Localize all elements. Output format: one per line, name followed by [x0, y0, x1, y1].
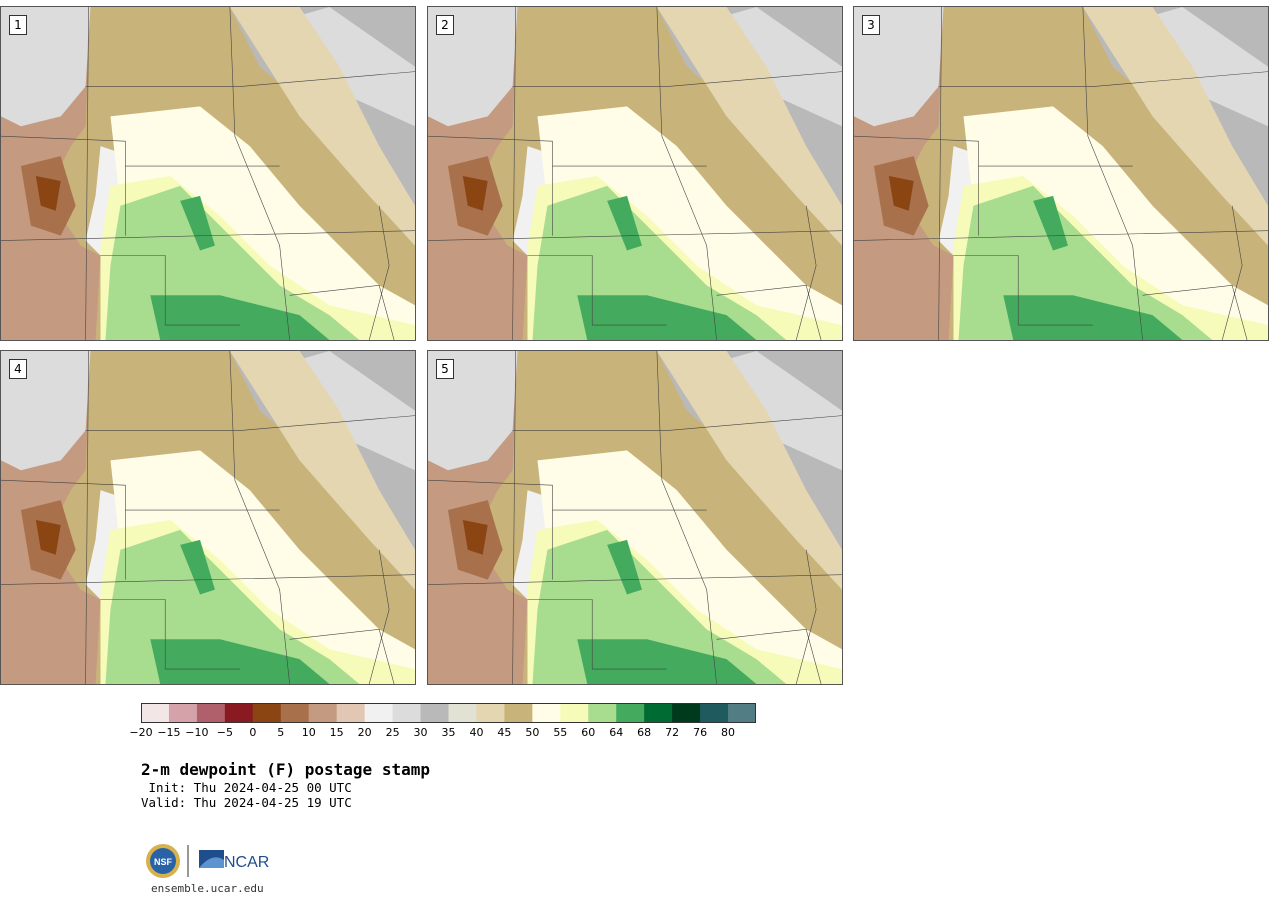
dewpoint-map [428, 351, 842, 684]
colorbar-bin [560, 703, 589, 723]
valid-time: Valid: Thu 2024-04-25 19 UTC [141, 795, 352, 810]
colorbar-tick-label: 68 [637, 726, 652, 739]
colorbar-tick-label: 60 [581, 726, 596, 739]
site-url: ensemble.ucar.edu [151, 882, 264, 895]
member-label: 5 [436, 359, 454, 379]
colorbar-tick-label: 10 [301, 726, 316, 739]
colorbar-bin [420, 703, 449, 723]
colorbar-bin [392, 703, 422, 723]
colorbar-bin [700, 703, 729, 723]
colorbar-outline [141, 703, 756, 723]
ncar-logo: NCAR [199, 850, 269, 871]
colorbar-bin [644, 703, 673, 723]
ncar-logo-text: NCAR [224, 854, 269, 871]
colorbar-tick-label: 35 [441, 726, 456, 739]
colorbar-bin [308, 703, 338, 723]
colorbar-bin [364, 703, 394, 723]
colorbar-tick-label: 40 [469, 726, 484, 739]
colorbar-tick-label: −15 [157, 726, 181, 739]
colorbar-bin [532, 703, 561, 723]
colorbar-bin [448, 703, 477, 723]
init-time: Init: Thu 2024-04-25 00 UTC [141, 780, 352, 795]
dewpoint-colorbar [141, 703, 756, 723]
member-label: 3 [862, 15, 880, 35]
dewpoint-map [428, 7, 842, 340]
colorbar-bin [141, 703, 170, 723]
colorbar-tick-label: 76 [693, 726, 708, 739]
colorbar-tick-label: 80 [721, 726, 736, 739]
colorbar-tick-label: 72 [665, 726, 680, 739]
colorbar-bin [672, 703, 701, 723]
colorbar-bin [728, 703, 756, 723]
ensemble-member-panel-4: 4 [0, 350, 416, 685]
colorbar-tick-label: 0 [249, 726, 257, 739]
title-block: 2-m dewpoint (F) postage stamp Init: Thu… [141, 760, 430, 810]
colorbar-bin [504, 703, 533, 723]
colorbar-tick-label: −10 [185, 726, 209, 739]
colorbar-tick-label: 30 [413, 726, 428, 739]
colorbar-tick-label: 20 [357, 726, 372, 739]
nsf-logo-text: NSF [154, 857, 173, 867]
ensemble-member-panel-5: 5 [427, 350, 843, 685]
colorbar-bin [476, 703, 505, 723]
nsf-logo: NSF [146, 844, 180, 878]
product-title: 2-m dewpoint (F) postage stamp [141, 760, 430, 779]
member-label: 4 [9, 359, 27, 379]
dewpoint-map [854, 7, 1268, 340]
colorbar-tick-label: −5 [216, 726, 233, 739]
colorbar-tick-label: 64 [609, 726, 624, 739]
colorbar-tick-label: −20 [129, 726, 153, 739]
colorbar-bin [252, 703, 282, 723]
ensemble-member-panel-1: 1 [0, 6, 416, 341]
dewpoint-map [1, 351, 415, 684]
colorbar-tick-label: 15 [329, 726, 344, 739]
colorbar-bin [168, 703, 198, 723]
colorbar-tick-label: 45 [497, 726, 512, 739]
colorbar-bin [224, 703, 254, 723]
colorbar-tick-label: 50 [525, 726, 540, 739]
colorbar-bin [588, 703, 617, 723]
colorbar-bin [616, 703, 645, 723]
colorbar-tick-label: 55 [553, 726, 568, 739]
member-label: 2 [436, 15, 454, 35]
sponsor-logos: NSF NCAR [146, 844, 269, 878]
colorbar-bin [280, 703, 310, 723]
ensemble-member-panel-2: 2 [427, 6, 843, 341]
colorbar-tick-label: 5 [277, 726, 285, 739]
colorbar-bin [196, 703, 226, 723]
colorbar-tick-labels: −20 −15 −10 −5 0 5 10 15 20 25 30 35 40 45 50 55 60 64 68 7… [129, 726, 756, 740]
colorbar-bin [336, 703, 366, 723]
colorbar-tick-label: 25 [385, 726, 400, 739]
member-label: 1 [9, 15, 27, 35]
dewpoint-map [1, 7, 415, 340]
ensemble-member-panel-3: 3 [853, 6, 1269, 341]
